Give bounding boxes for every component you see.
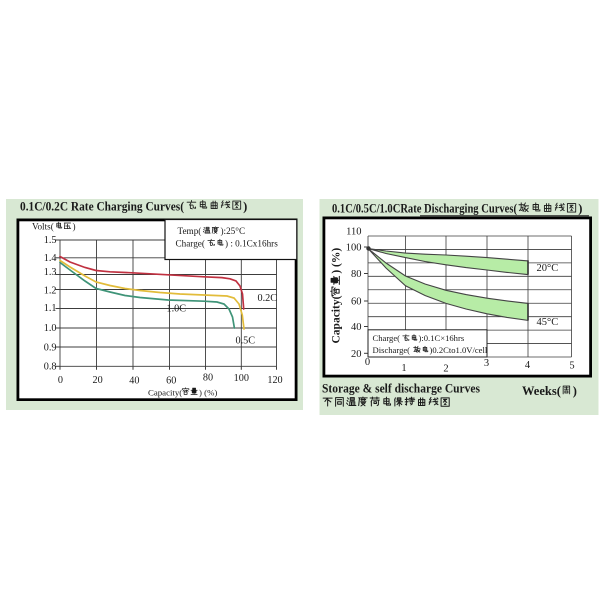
svg-text:20: 20 [93,375,103,386]
svg-text:Temp(: Temp( [178,226,202,236]
svg-text:1.1: 1.1 [44,303,57,314]
svg-text:60: 60 [166,376,176,387]
svg-text:) : 0.1Cx16hrs: ) : 0.1Cx16hrs [225,238,278,248]
svg-text:100: 100 [346,243,362,254]
svg-text:1.0C: 1.0C [167,304,187,315]
svg-text:): ) [243,200,247,214]
svg-text:80: 80 [203,373,213,384]
svg-text:): ) [72,222,75,232]
svg-text:Volts(: Volts( [32,222,54,232]
svg-text:20°C: 20°C [537,263,559,274]
svg-text:0.8: 0.8 [44,361,57,372]
svg-text:0: 0 [365,357,370,368]
svg-text:1.4: 1.4 [44,253,57,264]
svg-text:): ) [578,202,582,216]
svg-text:60: 60 [351,297,362,308]
svg-text:0.1C/0.5C/1.0CRate Discharging: 0.1C/0.5C/1.0CRate Discharging Curves( [332,202,517,216]
svg-text:) (%): ) (%) [331,248,343,274]
svg-text:)0.2Cto1.0V/cell: )0.2Cto1.0V/cell [430,345,488,355]
svg-text:) (%): ) (%) [199,388,217,398]
svg-text:0.1C/0.2C Rate Charging Curves: 0.1C/0.2C Rate Charging Curves( [20,199,184,214]
svg-text:20: 20 [351,349,362,360]
svg-text:110: 110 [346,227,361,238]
svg-text:):0.1C×16hrs: ):0.1C×16hrs [419,333,465,343]
svg-text:100: 100 [234,373,249,384]
svg-text:0.2C: 0.2C [258,293,278,304]
svg-text:40: 40 [351,322,362,333]
svg-text:2: 2 [443,364,448,375]
svg-text:Weeks(: Weeks( [522,384,561,398]
svg-text:Capacity(: Capacity( [331,295,343,343]
svg-text:1.5: 1.5 [44,235,57,246]
svg-text:4: 4 [525,360,531,371]
svg-text:80: 80 [351,269,362,280]
svg-text:40: 40 [129,376,139,387]
svg-text:): ) [573,384,577,398]
svg-text:1.0: 1.0 [44,323,57,334]
svg-text:0: 0 [58,375,63,386]
svg-text:Storage & self discharge Curv: Storage & self discharge Curves [322,381,480,395]
svg-text:Charge(: Charge( [373,333,401,343]
svg-text:0.9: 0.9 [44,343,57,354]
svg-text:1.2: 1.2 [44,286,57,297]
svg-text:Capacity(: Capacity( [148,388,182,398]
svg-text:3: 3 [484,358,489,369]
svg-text:0.5C: 0.5C [236,336,256,347]
svg-text:1.3: 1.3 [44,267,57,278]
svg-text:120: 120 [267,375,282,386]
svg-text:5: 5 [569,361,574,372]
svg-text:):25°C: ):25°C [220,226,245,236]
svg-text:Charge(: Charge( [176,238,205,248]
svg-text:1: 1 [401,363,406,374]
svg-text:Discharge(: Discharge( [373,345,411,355]
svg-text:45°C: 45°C [537,317,559,328]
